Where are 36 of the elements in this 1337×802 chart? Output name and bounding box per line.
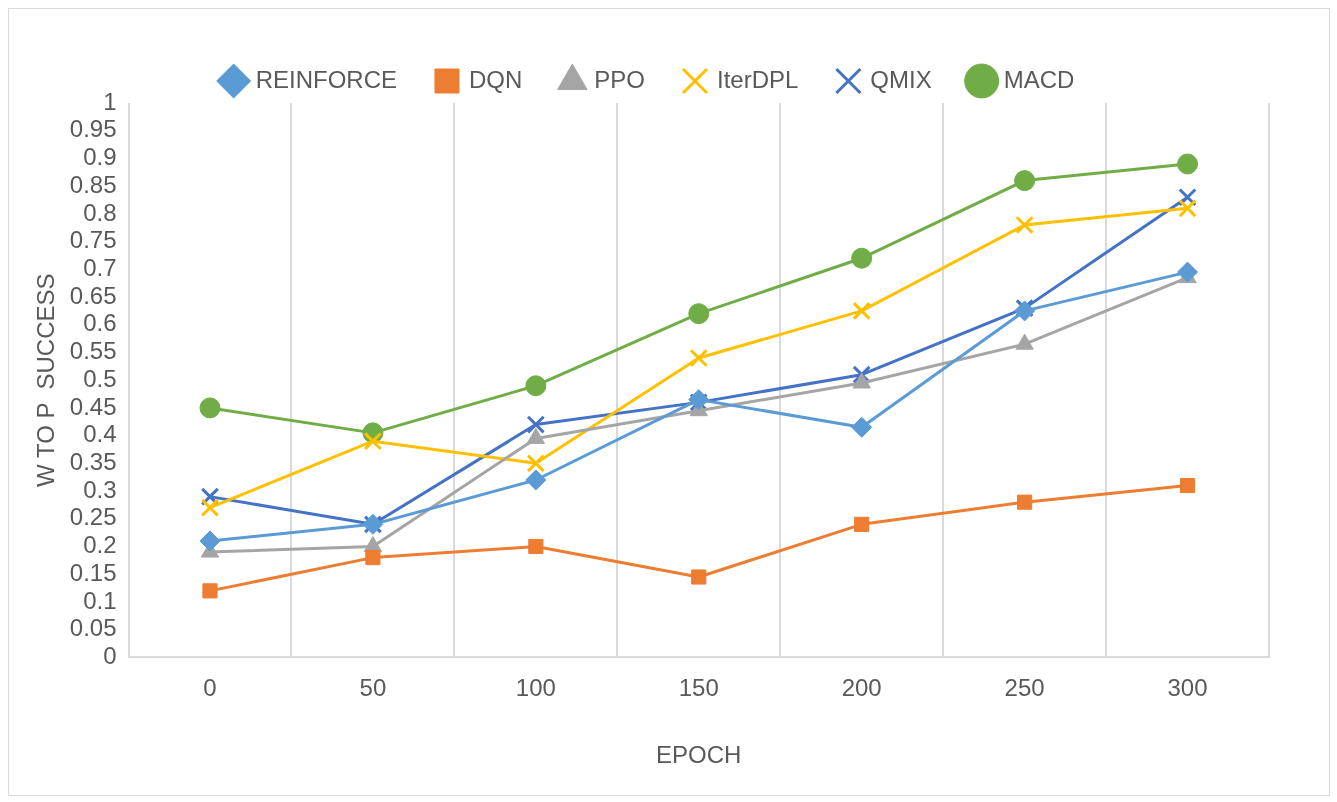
y-tick-label: 0.85 [69, 170, 117, 198]
y-tick-label: 0.5 [83, 364, 117, 392]
x-tick-label: 50 [359, 674, 387, 702]
y-tick-label: 0.45 [69, 392, 117, 420]
legend-label: QMIX [870, 65, 932, 93]
y-tick-label: 0.25 [69, 503, 117, 531]
y-tick-label: 1 [103, 87, 117, 115]
y-tick-label: 0.55 [69, 337, 117, 365]
y-tick-label: 0.3 [83, 475, 117, 503]
x-tick-label: 250 [1004, 674, 1045, 702]
y-tick-label: 0.75 [69, 226, 117, 254]
x-axis-title: EPOCH [656, 741, 742, 769]
x-tick-label: 150 [678, 674, 719, 702]
x-tick-label: 0 [203, 674, 217, 702]
y-tick-label: 0.9 [83, 143, 117, 171]
y-tick-label: 0 [103, 642, 117, 670]
legend-label: MACD [1003, 65, 1075, 93]
y-tick-label: 0.8 [83, 198, 117, 226]
y-tick-label: 0.15 [69, 558, 117, 586]
y-tick-label: 0.4 [83, 420, 117, 448]
y-tick-label: 0.1 [83, 586, 117, 614]
legend-label: REINFORCE [255, 65, 397, 93]
legend-label: PPO [594, 65, 645, 93]
x-tick-label: 100 [515, 674, 556, 702]
y-tick-label: 0.05 [69, 614, 117, 642]
x-tick-label: 300 [1167, 674, 1208, 702]
y-tick-label: 0.2 [83, 531, 117, 559]
y-axis-title: W TO P SUCCESS [32, 273, 60, 487]
legend-label: IterDPL [717, 65, 799, 93]
y-tick-label: 0.6 [83, 309, 117, 337]
legend-label: DQN [468, 65, 523, 93]
y-tick-label: 0.7 [83, 253, 117, 281]
x-tick-label: 200 [841, 674, 882, 702]
y-tick-label: 0.65 [69, 281, 117, 309]
y-tick-label: 0.35 [69, 447, 117, 475]
y-tick-label: 0.95 [69, 115, 117, 143]
